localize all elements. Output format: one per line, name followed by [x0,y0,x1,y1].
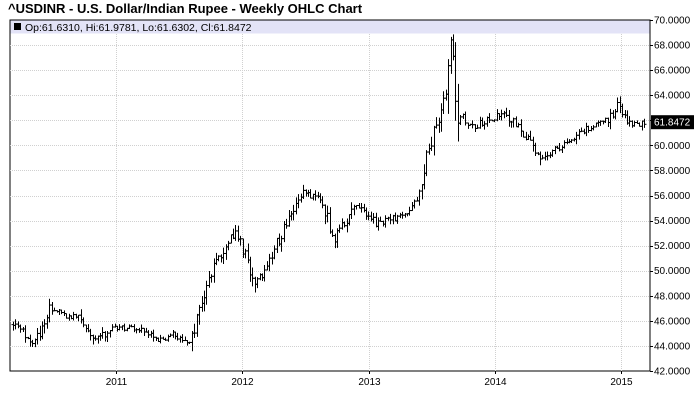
y-axis: 42.0000 44.0000 46.0000 48.0000 50.0000 52.00… [650,16,691,378]
y-tick-label: 70.0000 [654,16,691,27]
y-tick-label: 60.0000 [654,141,691,152]
y-tick-label: 46.0000 [654,316,691,327]
y-tick-label: 50.0000 [654,266,691,277]
y-tick-label: 48.0000 [654,291,691,302]
last-value-marker: 61.8472 [651,115,694,130]
y-tick-label: 64.0000 [654,91,691,102]
y-tick-label: 44.0000 [654,341,691,352]
y-tick-label: 52.0000 [654,241,691,252]
ohlc-bar [642,118,647,128]
y-tick-label: 68.0000 [654,41,691,52]
y-tick-label: 56.0000 [654,191,691,202]
info-bar-ohlc-values: Op:61.6310, Hi:61.9781, Lo:61.6302, Cl:6… [25,22,252,34]
x-tick-label: 2015 [610,377,633,388]
ohlc-bars [11,34,647,352]
last-value-box [651,115,694,130]
chart-title: ^USDINR - U.S. Dollar/Indian Rupee - Wee… [8,1,363,16]
x-tick-label: 2013 [358,377,381,388]
x-tick-label: 2014 [484,377,507,388]
y-tick-label: 54.0000 [654,216,691,227]
y-tick-label: 66.0000 [654,66,691,77]
x-axis: 2011 2012 2013 2014 2015 [106,371,633,388]
x-tick-label: 2011 [106,377,128,388]
info-bar-square-icon [14,23,21,30]
y-tick-label: 42.0000 [654,367,691,378]
last-value-label: 61.8472 [654,118,691,129]
plot-area [9,19,651,372]
x-tick-label: 2012 [231,377,254,388]
info-bar [10,20,650,34]
y-tick-label: 58.0000 [654,166,691,177]
